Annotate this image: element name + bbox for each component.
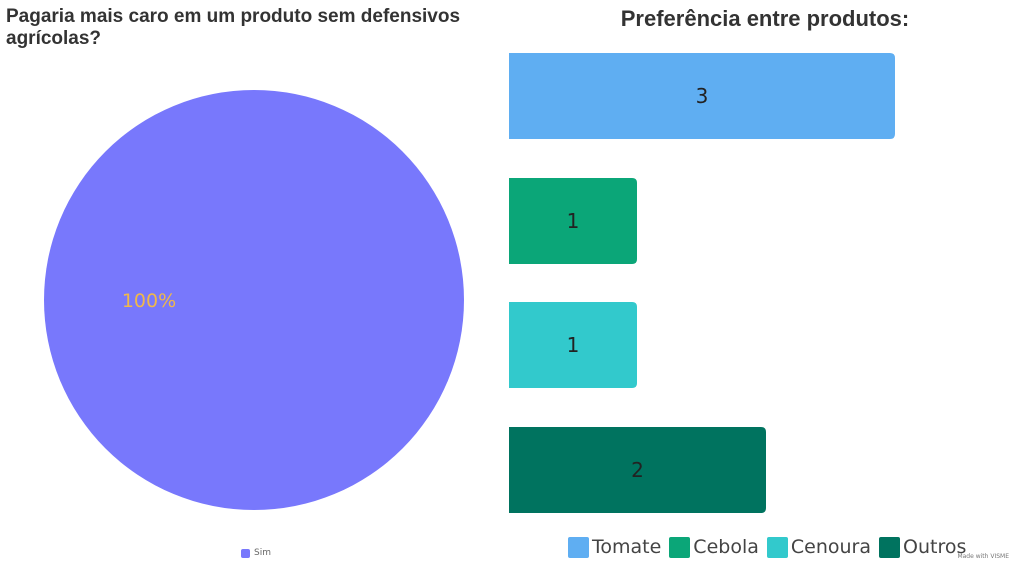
bar-value-label: 2: [631, 458, 644, 482]
bar-legend-item-tomate: Tomate: [568, 536, 661, 558]
pie-slice-label: 100%: [122, 290, 176, 312]
bar-chart-title: Preferência entre produtos:: [620, 6, 910, 31]
pie-legend: Sim: [241, 547, 271, 559]
pie-legend-label: Sim: [254, 548, 271, 558]
bar-legend-swatch: [568, 536, 589, 558]
bar-legend-swatch: [766, 536, 788, 558]
bar-value-label: 1: [567, 209, 580, 233]
bar-cenoura: [509, 302, 637, 388]
bar-legend-label: Cenoura: [790, 536, 871, 558]
bar-value-label: 3: [696, 84, 709, 108]
bar-outros: [509, 427, 766, 513]
visme-watermark: Made with VISME: [957, 553, 1009, 560]
bar-legend-label: Cebola: [693, 536, 759, 558]
bar-legend-label: Tomate: [592, 536, 662, 558]
pie-legend-swatch: [241, 548, 250, 558]
bar-value-label: 1: [567, 333, 580, 357]
bar-legend-item-cebola: Cebola: [669, 536, 759, 558]
bar-tomate: [509, 53, 895, 139]
bar-cebola: [509, 178, 637, 264]
bar-legend-item-outros: Outros: [879, 536, 966, 558]
pie-chart-title: Pagaria mais caro em um produto sem defe…: [6, 6, 461, 49]
bar-legend-label: Outros: [903, 536, 967, 558]
bar-legend-swatch: [879, 536, 900, 558]
bar-legend-item-cenoura: Cenoura: [766, 536, 871, 558]
bar-legend: Tomate Cebola Cenoura Outros: [568, 534, 966, 560]
bar-legend-swatch: [669, 536, 691, 558]
pie-slice-sim: [44, 90, 464, 510]
